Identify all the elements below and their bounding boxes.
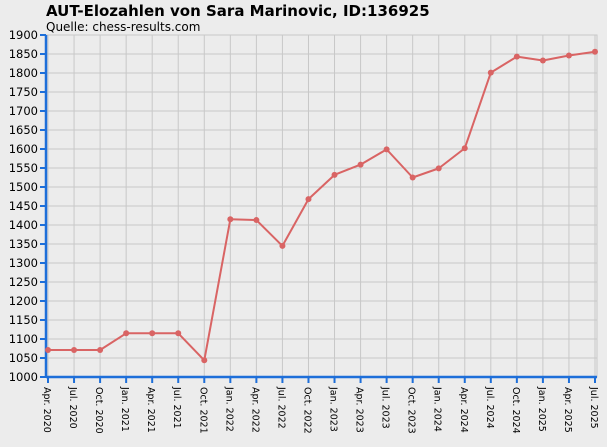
x-tick-label: Apr. 2023 <box>354 387 365 433</box>
data-point <box>253 217 260 224</box>
data-point <box>71 347 78 354</box>
data-point <box>45 347 51 354</box>
x-tick-label: Oct. 2020 <box>93 387 104 434</box>
y-tick-label: 1150 <box>9 313 38 327</box>
data-point <box>539 57 546 64</box>
y-tick-label: 1500 <box>9 180 38 194</box>
x-tick-label: Apr. 2022 <box>249 387 260 433</box>
data-point <box>305 196 312 203</box>
grid <box>45 34 598 378</box>
y-tick-label: 1050 <box>9 351 38 365</box>
y-tick-label: 1800 <box>9 66 38 80</box>
chart-title: AUT-Elozahlen von Sara Marinovic, ID:136… <box>46 2 430 20</box>
y-tick-label: 1000 <box>9 370 38 384</box>
x-tick-label: Jul. 2024 <box>484 386 495 429</box>
x-tick-label: Jul. 2023 <box>380 386 391 429</box>
x-tick-label: Jan. 2025 <box>536 386 547 432</box>
chart-subtitle: Quelle: chess-results.com <box>46 20 201 34</box>
x-tick-label: Apr. 2025 <box>562 387 573 433</box>
data-point <box>565 52 572 59</box>
y-tick-label: 1200 <box>9 294 38 308</box>
data-point <box>357 161 364 168</box>
x-tick-label: Jul. 2022 <box>275 386 286 429</box>
data-point <box>513 53 520 60</box>
data-point <box>435 165 442 172</box>
x-tick-label: Apr. 2024 <box>458 387 469 433</box>
x-tick-label: Jul. 2021 <box>171 386 182 429</box>
x-tick-label: Apr. 2021 <box>145 387 156 433</box>
x-tick-label: Jan. 2024 <box>432 386 443 432</box>
axes <box>40 34 597 383</box>
data-point <box>175 330 182 337</box>
data-point <box>487 69 494 76</box>
series-line <box>48 50 596 362</box>
y-tick-label: 1650 <box>9 123 38 137</box>
data-point <box>123 330 130 337</box>
y-tick-label: 1350 <box>9 237 38 251</box>
y-tick-label: 1600 <box>9 142 38 156</box>
x-tick-label: Apr. 2020 <box>41 387 52 433</box>
x-tick-label: Oct. 2021 <box>197 387 208 434</box>
y-tick-label: 1700 <box>9 104 38 118</box>
y-tick-label: 1400 <box>9 218 38 232</box>
data-point <box>383 146 390 153</box>
y-tick-label: 1100 <box>9 332 38 346</box>
x-tick-labels: Apr. 2020 Jul. 2020 Oct. 2020 Jan. 2021 Apr.… <box>41 386 599 434</box>
x-tick-label: Jul. 2020 <box>67 386 78 429</box>
y-tick-label: 1550 <box>9 161 38 175</box>
x-tick-label: Jan. 2021 <box>119 386 130 432</box>
data-point <box>201 357 208 364</box>
y-tick-label: 1300 <box>9 256 38 270</box>
x-tick-label: Jan. 2023 <box>328 386 339 432</box>
series <box>45 48 598 364</box>
x-tick-label: Oct. 2022 <box>301 387 312 434</box>
y-tick-label: 1250 <box>9 275 38 289</box>
data-point <box>592 48 598 55</box>
data-point <box>279 242 286 249</box>
y-tick-label: 1900 <box>9 28 38 42</box>
data-point <box>409 174 416 181</box>
y-tick-label: 1850 <box>9 47 38 61</box>
y-tick-label: 1450 <box>9 199 38 213</box>
x-tick-label: Jul. 2025 <box>588 386 599 429</box>
data-point <box>227 216 234 223</box>
data-point <box>461 145 468 152</box>
x-tick-label: Oct. 2023 <box>406 387 417 434</box>
y-tick-label: 1750 <box>9 85 38 99</box>
data-point <box>97 347 104 354</box>
data-point <box>331 171 338 178</box>
x-tick-label: Jan. 2022 <box>223 386 234 432</box>
y-tick-labels: 1000 1050 1100 1150 1200 1250 1300 1350 1400 1450… <box>9 28 38 384</box>
x-tick-label: Oct. 2024 <box>510 387 521 434</box>
data-point <box>149 330 156 337</box>
